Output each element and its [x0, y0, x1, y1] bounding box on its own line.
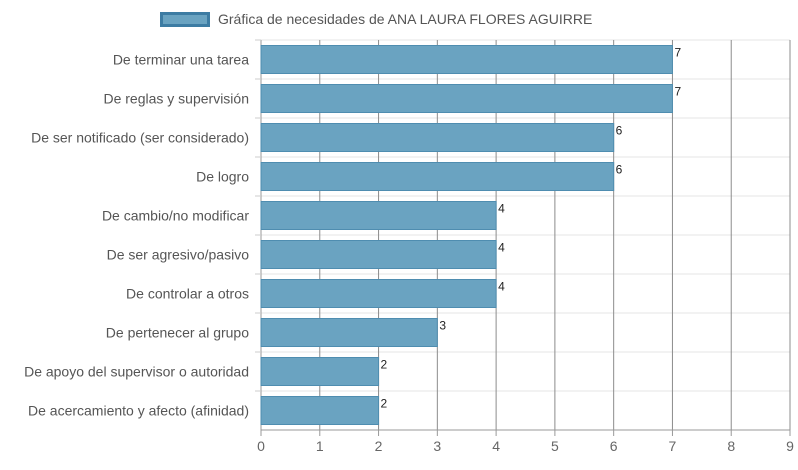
- bar-data-label: 3: [439, 319, 446, 333]
- x-tick-label: 6: [610, 438, 618, 454]
- x-tick-label: 9: [786, 438, 794, 454]
- legend-swatch: [160, 11, 210, 27]
- bar: [260, 84, 673, 113]
- bar: [260, 162, 615, 191]
- y-category-label: De terminar una tarea: [113, 52, 249, 68]
- x-tick-label: 1: [316, 438, 324, 454]
- x-tick-label: 2: [375, 438, 383, 454]
- y-category-label: De controlar a otros: [126, 286, 249, 302]
- y-category-label: De reglas y supervisión: [103, 91, 249, 107]
- y-category-label: De ser notificado (ser considerado): [31, 130, 249, 146]
- bar-data-label: 2: [381, 397, 388, 411]
- bar: [260, 45, 673, 74]
- y-category-label: De ser agresivo/pasivo: [107, 247, 250, 263]
- x-tick-label: 3: [433, 438, 441, 454]
- legend[interactable]: Gráfica de necesidades de ANA LAURA FLOR…: [160, 8, 592, 30]
- y-category-label: De acercamiento y afecto (afinidad): [28, 403, 249, 419]
- x-tick-label: 8: [727, 438, 735, 454]
- bar-data-label: 6: [616, 163, 623, 177]
- y-category-label: De apoyo del supervisor o autoridad: [24, 364, 249, 380]
- bar: [260, 396, 380, 425]
- bar-data-label: 7: [674, 85, 681, 99]
- y-category-label: De cambio/no modificar: [102, 208, 249, 224]
- bar: [260, 279, 497, 308]
- y-category-label: De pertenecer al grupo: [106, 325, 249, 341]
- bar: [260, 318, 438, 347]
- x-tick-label: 5: [551, 438, 559, 454]
- bar: [260, 357, 380, 386]
- y-category-label: De logro: [196, 169, 249, 185]
- bar-data-label: 7: [674, 46, 681, 60]
- x-tick-label: 7: [669, 438, 677, 454]
- x-tick-label: 4: [492, 438, 500, 454]
- bar-data-label: 4: [498, 280, 505, 294]
- bar: [260, 240, 497, 269]
- legend-label: Gráfica de necesidades de ANA LAURA FLOR…: [218, 11, 593, 27]
- bar-data-label: 2: [381, 358, 388, 372]
- bar: [260, 201, 497, 230]
- bar-data-label: 4: [498, 202, 505, 216]
- x-tick-label: 0: [257, 438, 265, 454]
- bar-data-label: 6: [616, 124, 623, 138]
- bar-data-label: 4: [498, 241, 505, 255]
- bar: [260, 123, 615, 152]
